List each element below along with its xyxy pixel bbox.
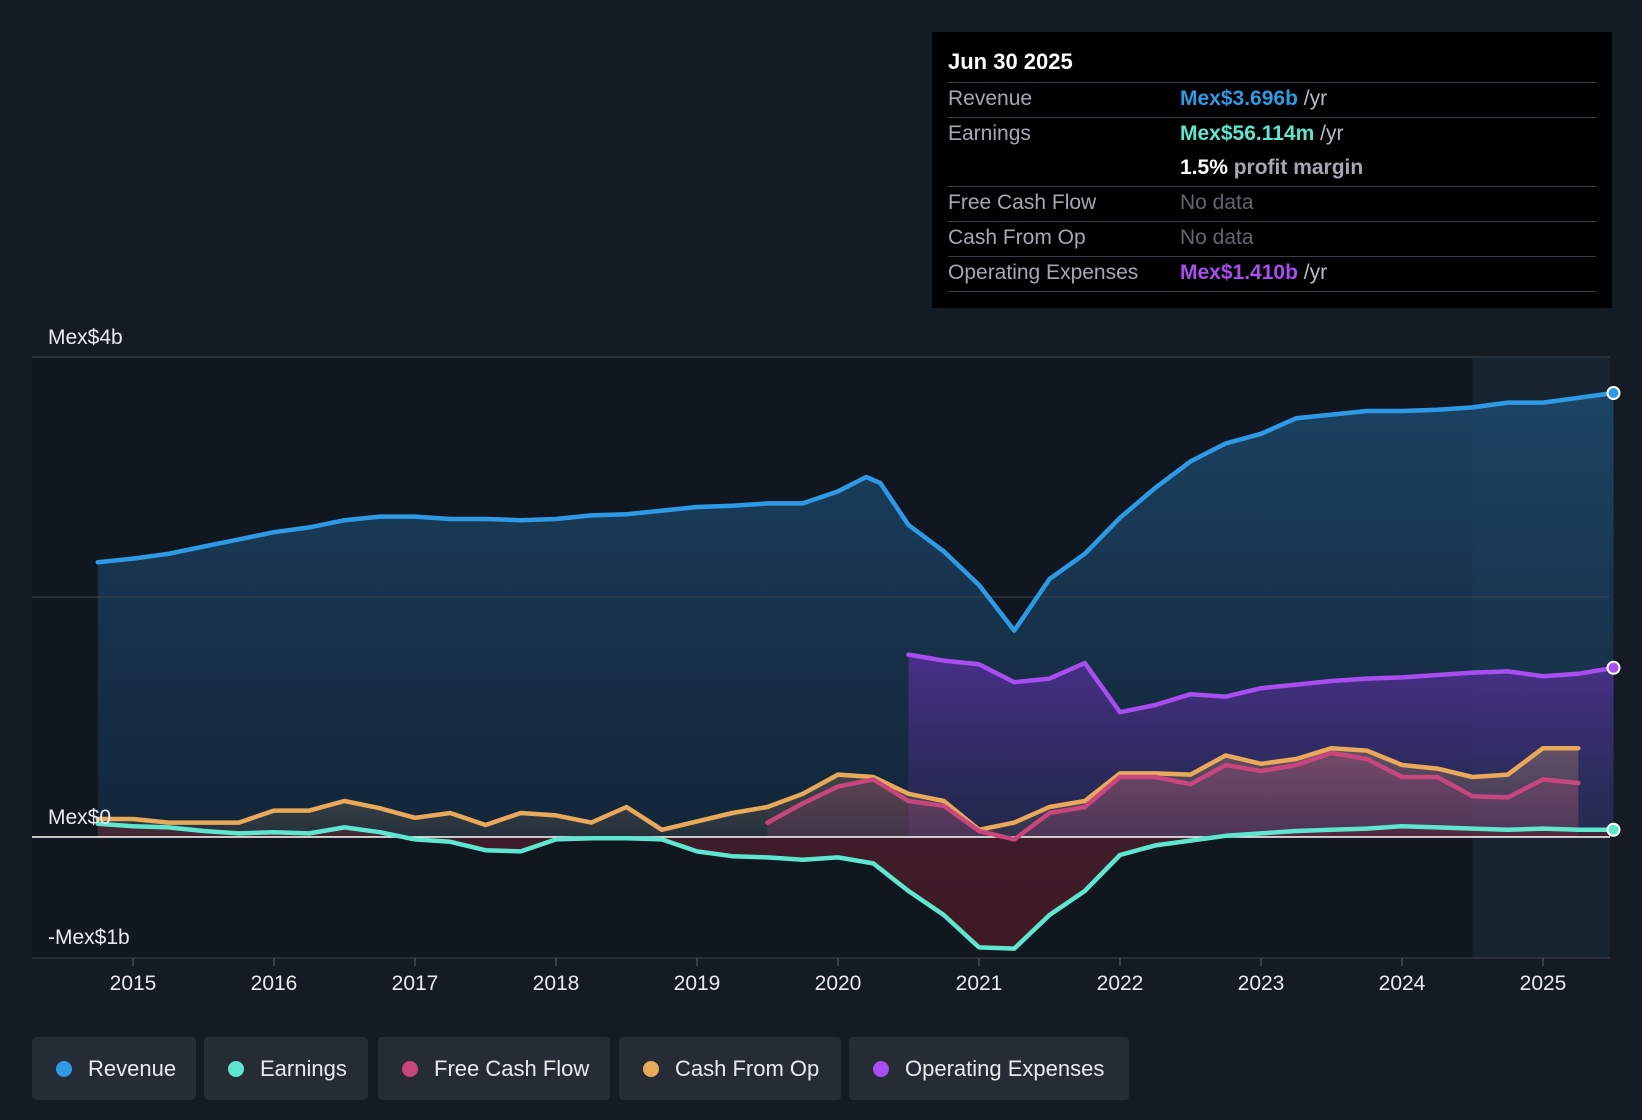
y-axis-label: Mex$0 <box>48 806 111 829</box>
x-axis-label: 2016 <box>251 972 298 995</box>
legend-dot-free-cash-flow <box>402 1061 418 1077</box>
tooltip-fcf-label: Free Cash Flow <box>948 191 1097 214</box>
tooltip-row-cfo: Cash From Op No data <box>948 221 1596 256</box>
tooltip-row-opex: Operating Expenses Mex$1.410b /yr <box>948 256 1596 291</box>
operating-expenses-end-point <box>1606 660 1621 675</box>
x-axis-label: 2019 <box>674 972 721 995</box>
cash-from-op-line <box>95 745 1581 833</box>
tooltip-revenue-unit: /yr <box>1303 87 1328 110</box>
tooltip-margin-value: 1.5% <box>1180 156 1228 179</box>
free-cash-flow-area <box>767 753 1579 840</box>
x-axis-label: 2024 <box>1379 972 1426 995</box>
tooltip-fcf-value: No data <box>1180 191 1254 214</box>
tooltip-row-margin: 1.5% profit margin <box>948 152 1596 186</box>
tooltip-earnings-value: Mex$56.114m <box>1180 122 1315 145</box>
legend-dot-earnings <box>228 1061 244 1077</box>
legend-dot-revenue <box>56 1061 72 1077</box>
revenue-line <box>95 390 1616 633</box>
x-axis-label: 2020 <box>815 972 862 995</box>
legend-label-free-cash-flow: Free Cash Flow <box>434 1056 590 1081</box>
x-axis-label: 2015 <box>110 972 157 995</box>
tooltip-opex-value: Mex$1.410b <box>1180 261 1298 284</box>
cash-from-op-area <box>97 748 1579 837</box>
x-axis-label: 2025 <box>1520 972 1567 995</box>
tooltip-row-earnings: Earnings Mex$56.114m /yr <box>948 117 1596 152</box>
x-axis-label: 2023 <box>1238 972 1285 995</box>
tooltip-revenue-label: Revenue <box>948 87 1033 110</box>
tooltip-date: Jun 30 2025 <box>948 49 1073 74</box>
x-axis-label: 2018 <box>533 972 580 995</box>
y-axis-label: -Mex$1b <box>48 926 130 949</box>
x-axis-label: 2017 <box>392 972 439 995</box>
x-axis-label: 2021 <box>956 972 1003 995</box>
legend-item-earnings[interactable]: Earnings <box>204 1037 368 1100</box>
legend-item-free-cash-flow[interactable]: Free Cash Flow <box>378 1037 610 1100</box>
legend-label-operating-expenses: Operating Expenses <box>905 1056 1105 1081</box>
tooltip-margin-text: profit margin <box>1233 156 1364 179</box>
x-axis-label: 2022 <box>1097 972 1144 995</box>
free-cash-flow-line <box>765 750 1581 842</box>
legend-label-cash-from-op: Cash From Op <box>675 1056 820 1081</box>
tooltip-opex-unit: /yr <box>1303 261 1328 284</box>
tooltip-cfo-value: No data <box>1180 226 1254 249</box>
tooltip-cfo-label: Cash From Op <box>948 226 1086 249</box>
legend-dot-operating-expenses <box>873 1061 889 1077</box>
tooltip-earnings-label: Earnings <box>948 122 1031 145</box>
earnings-end-point <box>1606 822 1621 837</box>
y-axis-label: Mex$4b <box>48 326 123 349</box>
legend-dot-cash-from-op <box>643 1061 659 1077</box>
tooltip-earnings-unit: /yr <box>1320 122 1344 145</box>
revenue-end-point <box>1606 386 1621 400</box>
tooltip-row-revenue: Revenue Mex$3.696b /yr <box>948 82 1596 117</box>
earnings-line <box>95 821 1616 951</box>
legend-item-cash-from-op[interactable]: Cash From Op <box>619 1037 841 1100</box>
operating-expenses-line <box>906 652 1616 715</box>
legend-item-operating-expenses[interactable]: Operating Expenses <box>849 1037 1129 1100</box>
legend-item-revenue[interactable]: Revenue <box>32 1037 196 1100</box>
legend-label-earnings: Earnings <box>260 1056 347 1081</box>
tooltip-panel: Jun 30 2025 Revenue Mex$3.696b /yr Earni… <box>932 32 1612 308</box>
tooltip-opex-label: Operating Expenses <box>948 261 1139 284</box>
legend-label-revenue: Revenue <box>88 1056 177 1081</box>
tooltip-row-fcf: Free Cash Flow No data <box>948 186 1596 221</box>
tooltip-revenue-value: Mex$3.696b <box>1180 87 1298 110</box>
